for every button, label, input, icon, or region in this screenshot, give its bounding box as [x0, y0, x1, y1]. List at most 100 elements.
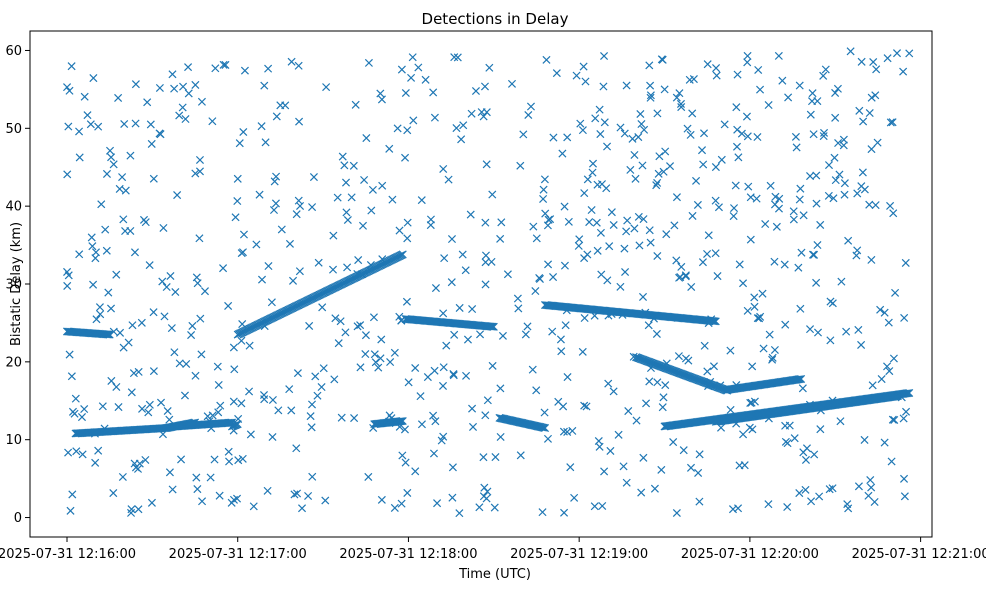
data-point [582, 402, 591, 411]
data-point [397, 65, 406, 74]
data-point [746, 398, 755, 407]
data-point [306, 412, 315, 421]
data-point [770, 345, 779, 354]
data-point [676, 99, 685, 108]
data-point [165, 468, 174, 477]
data-point [580, 189, 589, 198]
data-point [642, 399, 651, 408]
x-tick-label: 2025-07-31 12:18:00 [339, 547, 477, 562]
data-point [296, 201, 305, 210]
data-point [781, 320, 790, 329]
data-point [619, 462, 628, 471]
data-point [486, 322, 495, 331]
data-point [590, 502, 599, 511]
data-point [297, 504, 307, 513]
data-point [192, 473, 201, 482]
data-point [867, 255, 876, 264]
data-point [353, 322, 362, 331]
data-point [653, 109, 662, 118]
data-point [101, 225, 110, 234]
data-point [886, 118, 895, 127]
data-point [131, 80, 140, 89]
data-point [750, 293, 759, 302]
data-point [257, 275, 267, 284]
data-point [361, 331, 370, 340]
data-point [726, 405, 735, 414]
data-point [831, 113, 840, 122]
data-point [238, 454, 247, 463]
data-point [104, 288, 113, 297]
data-point [559, 427, 568, 436]
data-point [404, 378, 413, 387]
data-point [225, 418, 234, 427]
data-point [731, 181, 740, 190]
data-point [121, 186, 130, 195]
data-point [649, 314, 659, 323]
data-point [398, 250, 407, 259]
data-point [231, 213, 240, 222]
data-point [743, 306, 752, 315]
data-point [824, 161, 834, 170]
data-point [360, 175, 369, 184]
data-point [102, 330, 111, 339]
data-point [901, 258, 910, 267]
data-point [77, 413, 87, 422]
data-point [796, 184, 805, 193]
data-point [67, 372, 76, 381]
data-point [813, 97, 822, 106]
data-point [747, 398, 756, 407]
data-point [854, 325, 863, 334]
data-point [820, 128, 829, 137]
data-point [839, 141, 848, 150]
data-point [706, 377, 715, 386]
data-point [237, 336, 246, 345]
data-point [795, 81, 804, 90]
data-point [764, 414, 773, 423]
data-point [371, 358, 380, 367]
data-point [139, 215, 149, 224]
data-point [808, 250, 818, 259]
data-point [488, 322, 497, 331]
data-point [694, 468, 703, 477]
data-point [452, 124, 461, 133]
data-point [622, 478, 631, 487]
data-point [131, 119, 140, 128]
data-point [364, 472, 373, 481]
data-point [214, 380, 223, 390]
data-point [224, 447, 233, 456]
data-point [66, 506, 75, 515]
data-point [175, 359, 184, 368]
data-point [831, 176, 840, 185]
data-point [523, 322, 532, 331]
data-point [158, 277, 167, 286]
data-point [289, 276, 298, 285]
data-point [83, 111, 92, 120]
data-point [260, 395, 269, 404]
data-point [89, 280, 98, 289]
data-point [821, 65, 830, 74]
data-point [580, 313, 589, 323]
data-point [743, 58, 752, 67]
data-point [562, 306, 571, 315]
data-point [308, 472, 317, 481]
data-point [184, 89, 193, 98]
data-point [159, 223, 168, 233]
data-point [407, 73, 416, 82]
data-point [308, 203, 317, 212]
data-point [450, 330, 459, 339]
data-point [390, 348, 399, 357]
data-point [409, 116, 418, 125]
data-point [240, 66, 249, 75]
data-point [857, 182, 866, 191]
data-point [688, 211, 697, 220]
data-point [556, 335, 565, 344]
data-point [590, 311, 599, 320]
data-point [411, 467, 420, 476]
data-point [385, 144, 394, 153]
data-point [770, 200, 779, 209]
data-point [191, 169, 200, 178]
data-point [646, 81, 655, 90]
data-point [104, 330, 113, 339]
data-point [855, 106, 864, 115]
